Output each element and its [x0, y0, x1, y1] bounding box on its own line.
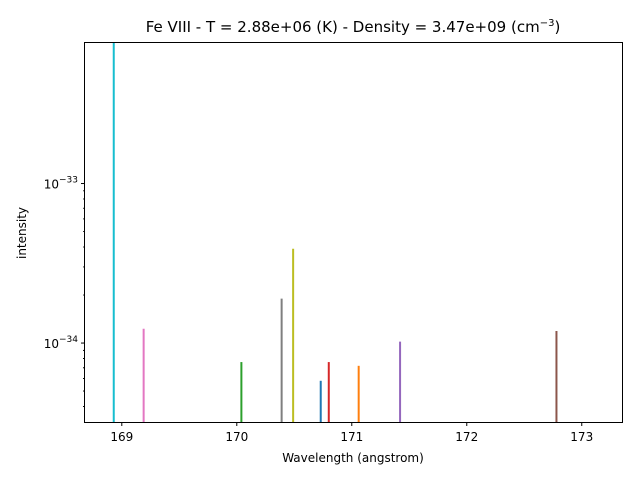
x-tick-label: 170 [225, 430, 248, 444]
x-axis-ticks: 169 170 171 172 173 [110, 422, 593, 444]
chart-title: Fe VIII - T = 2.88e+06 (K) - Density = 3… [146, 18, 561, 36]
spectral-lines [112, 43, 558, 422]
y-axis-label: intensity [15, 207, 29, 259]
y-tick-label: 10−34 [44, 335, 79, 351]
x-tick-label: 173 [570, 430, 593, 444]
y-tick-label: 10−33 [44, 176, 78, 192]
x-tick-label: 171 [340, 430, 363, 444]
x-tick-label: 169 [110, 430, 133, 444]
x-tick-label: 172 [455, 430, 478, 444]
plot-frame [84, 42, 623, 423]
x-axis-label: Wavelength (angstrom) [282, 451, 424, 465]
y-axis-ticks: 10−34 10−33 [44, 176, 85, 407]
